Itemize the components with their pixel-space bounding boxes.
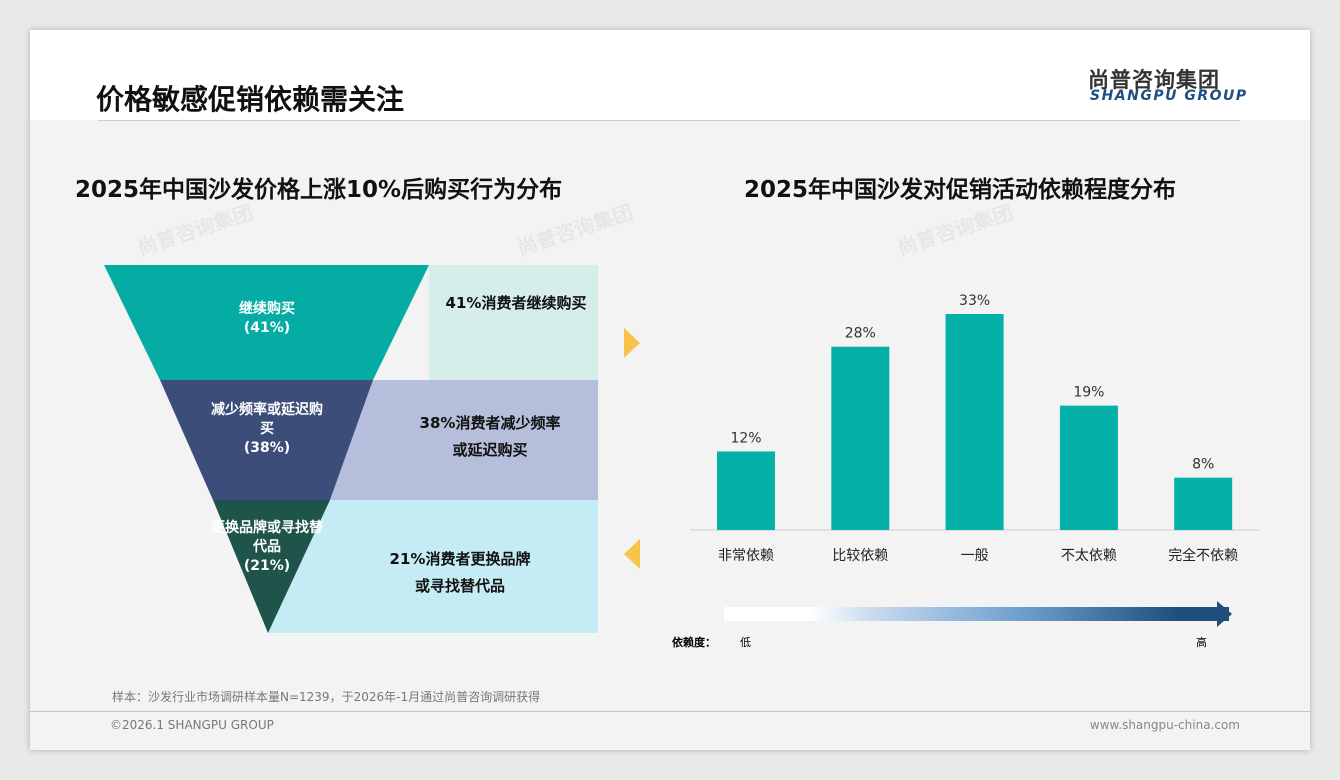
website-link[interactable]: www.shangpu-china.com (1089, 718, 1240, 732)
data-label: 12% (730, 430, 761, 446)
scale-low: 低 (740, 636, 751, 649)
bar-chart: 12% 非常依赖 28% 比较依赖 33% 一般 19% 不太依赖 8% 完全不依赖 (690, 293, 1260, 564)
x-tick-label: 不太依赖 (1061, 548, 1117, 564)
funnel-desc-3: 21%消费者更换品牌 或寻找替代品 (389, 550, 531, 595)
funnel-title: 2025年中国沙发价格上涨10%后购买行为分布 (75, 177, 563, 203)
funnel-desc-2: 38%消费者减少频率 或延迟购买 (419, 414, 561, 459)
funnel-graphic (104, 265, 598, 633)
bar-0 (717, 451, 775, 530)
x-tick-label: 一般 (961, 548, 989, 564)
dependency-gradient-bar (724, 607, 1229, 621)
data-label: 8% (1192, 457, 1214, 473)
desc-bg-1 (429, 265, 598, 380)
x-tick-label: 完全不依赖 (1168, 547, 1238, 564)
bar-3 (1059, 405, 1118, 530)
bar-4 (1174, 477, 1233, 530)
x-tick-label: 比较依赖 (832, 548, 888, 564)
funnel-label-3: 更换品牌或寻找替代品 (21%) (211, 520, 323, 574)
logo-en: SHANGPU GROUP (1090, 88, 1248, 104)
data-label: 33% (959, 293, 990, 309)
page-title: 价格敏感促销依赖需关注 (96, 83, 405, 116)
arrow-left-icon (624, 539, 640, 569)
desc-bg-2 (330, 380, 598, 500)
data-label: 28% (845, 326, 876, 342)
arrow-head-icon (1217, 601, 1232, 627)
scale-high: 高 (1196, 636, 1207, 649)
arrow-right-icon (624, 328, 640, 358)
sample-note: 样本：沙发行业市场调研样本量N=1239，于2026年-1月通过尚普咨询调研获得 (112, 690, 541, 704)
slide: 价格敏感促销依赖需关注 尚普咨询集团 SHANGPU GROUP 尚普咨询集团 … (30, 30, 1310, 750)
header-divider (98, 120, 1240, 121)
funnel-stage-1 (104, 265, 429, 380)
funnel-label-1: 继续购买 (41%) (239, 301, 295, 336)
funnel-label-2: 减少频率或延迟购买 (38%) (211, 402, 323, 456)
copyright: ©2026.1 SHANGPU GROUP (110, 718, 274, 732)
x-tick-label: 非常依赖 (718, 548, 774, 564)
funnel-stage-2 (160, 380, 373, 500)
footer-divider (30, 711, 1310, 712)
data-label: 19% (1073, 385, 1104, 401)
funnel-stage-3 (213, 500, 330, 633)
desc-bg-3 (268, 500, 598, 633)
funnel-desc-1: 41%消费者继续购买 (445, 294, 587, 312)
scale-label: 依赖度： (672, 636, 716, 649)
bar-2 (945, 314, 1004, 530)
header-band (30, 30, 1310, 120)
bar-1 (831, 346, 890, 530)
logo-cn: 尚普咨询集团 (1088, 68, 1220, 92)
chart-title: 2025年中国沙发对促销活动依赖程度分布 (744, 177, 1177, 203)
